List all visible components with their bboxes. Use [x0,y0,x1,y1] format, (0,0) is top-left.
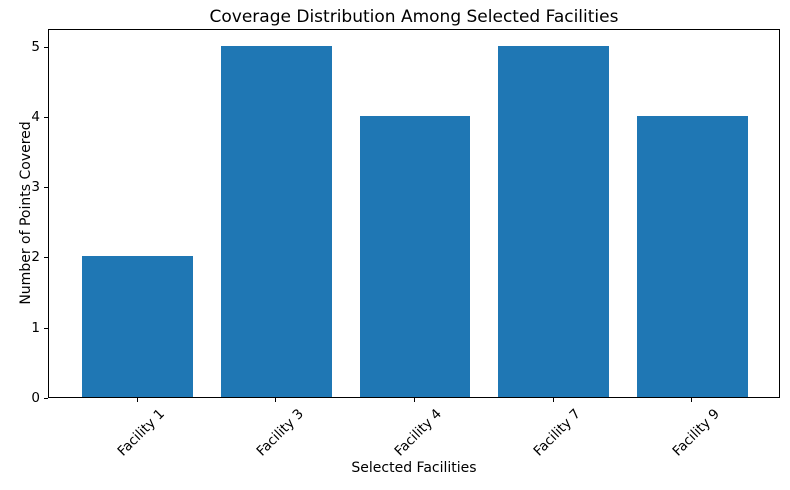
y-axis-label: Number of Points Covered [18,121,34,305]
x-tick-label: Facility 7 [530,406,584,460]
x-axis-label: Selected Facilities [351,460,477,476]
y-tick-label: 3 [31,179,40,196]
bar-facility-0 [82,256,194,397]
y-tick-label: 2 [31,249,40,266]
y-tick-label: 0 [31,390,40,406]
y-tick-mark [44,46,48,48]
y-tick-label: 5 [31,38,40,55]
bar-facility-3 [498,45,610,397]
y-tick-mark [44,116,48,118]
y-tick-mark [44,327,48,329]
y-tick-mark [44,398,48,399]
plot-area [48,29,780,398]
x-tick-mark [414,398,415,402]
x-tick-mark [136,398,138,402]
x-tick-label: Facility 1 [114,406,169,460]
y-tick-label: 1 [31,319,40,336]
y-tick-mark [44,187,48,189]
bar-facility-1 [220,45,332,397]
x-tick-mark [552,398,554,402]
x-tick-mark [275,398,277,402]
x-tick-label: Facility 9 [669,406,723,460]
chart-title: Coverage Distribution Among Selected Fac… [209,7,619,27]
x-tick-label: Facility 4 [391,406,446,460]
y-tick-mark [44,257,48,259]
bar-facility-4 [636,115,748,397]
y-tick-label: 4 [31,108,40,125]
x-tick-mark [691,398,693,402]
bar-facility-2 [359,115,471,397]
x-tick-label: Facility 3 [253,406,307,460]
